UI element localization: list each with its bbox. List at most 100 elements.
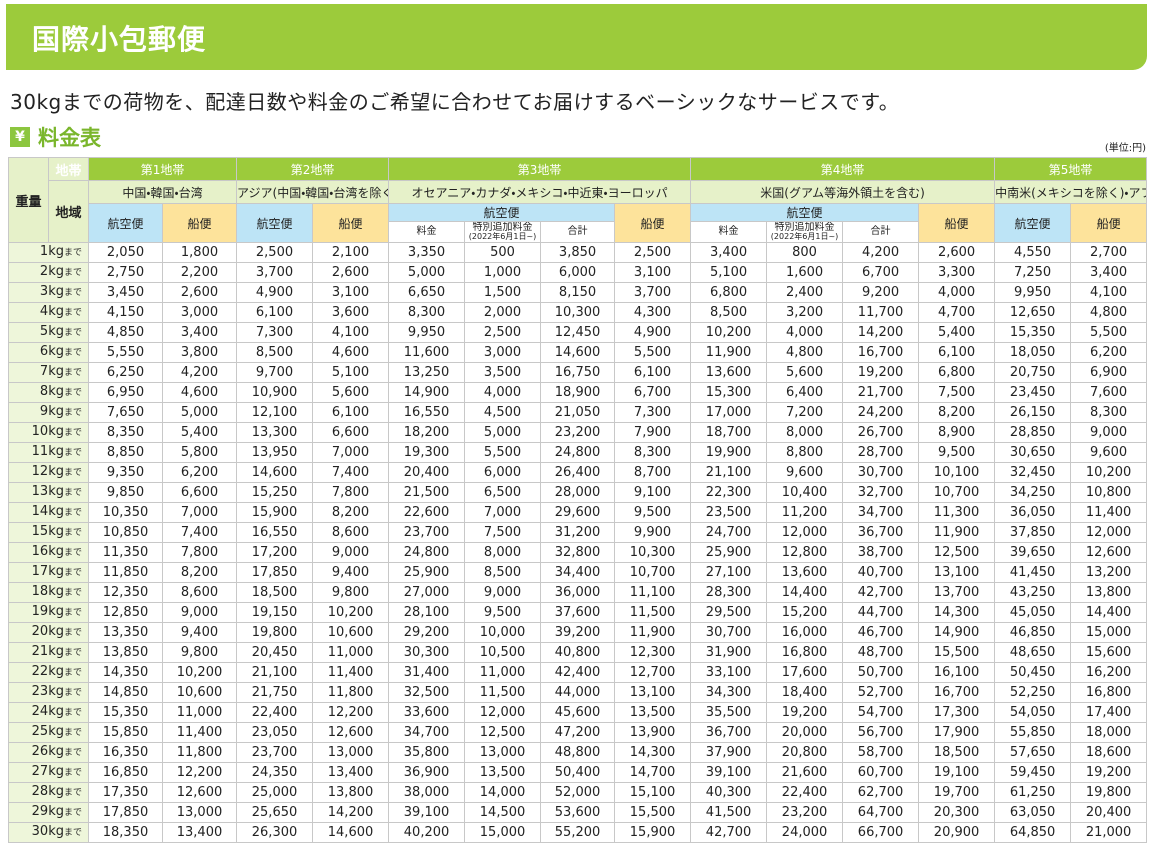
weight: 12kg [31, 464, 64, 479]
rate-cell: 15,350 [994, 322, 1072, 343]
rate-cell: 40,300 [690, 782, 768, 803]
ship-header: 船便 [614, 203, 692, 243]
rate-cell: 3,300 [918, 262, 996, 283]
rate-row: 20kgまで 13,350 9,400 19,800 10,600 29,200 10,00… [8, 622, 1148, 643]
weight-cell: 20kgまで [8, 622, 89, 643]
rate-cell: 28,100 [388, 602, 466, 623]
rate-cell: 5,000 [388, 262, 466, 283]
rate-cell: 33,100 [690, 662, 768, 683]
air-header: 航空便 [88, 203, 163, 243]
table-head: 重量 地帯 第1地帯 第2地帯 第3地帯 第4地帯 第5地帯 地域 中国・韓国・台湾 アジア(中国… [8, 157, 1148, 243]
rate-cell: 50,450 [994, 662, 1072, 683]
rate-cell: 21,050 [540, 402, 616, 423]
rate-cell: 8,000 [766, 422, 844, 443]
rate-cell: 40,200 [388, 822, 466, 843]
rate-cell: 39,100 [388, 802, 466, 823]
rate-cell: 6,100 [614, 362, 692, 383]
rate-cell: 23,500 [690, 502, 768, 523]
weight: 6kg [39, 344, 64, 359]
rate-cell: 9,850 [88, 482, 163, 503]
rate-cell: 10,200 [312, 602, 390, 623]
rate-cell: 31,200 [540, 522, 616, 543]
rate-cell: 16,200 [1070, 662, 1148, 683]
rate-cell: 10,350 [88, 502, 163, 523]
rate-cell: 8,000 [464, 542, 542, 563]
rate-cell: 14,600 [540, 342, 616, 363]
rate-cell: 7,400 [312, 462, 390, 483]
rate-cell: 14,000 [464, 782, 542, 803]
rate-cell: 8,300 [614, 442, 692, 463]
rate-cell: 19,300 [388, 442, 466, 463]
rate-cell: 24,800 [540, 442, 616, 463]
rate-cell: 19,700 [918, 782, 996, 803]
rate-cell: 12,600 [1070, 542, 1148, 563]
rate-cell: 45,050 [994, 602, 1072, 623]
air-header: 航空便 [994, 203, 1072, 243]
rate-cell: 28,700 [842, 442, 920, 463]
rate-cell: 3,450 [88, 282, 163, 303]
weight-suffix: まで [63, 668, 82, 678]
rate-cell: 11,300 [918, 502, 996, 523]
weight: 30kg [31, 824, 64, 839]
rate-cell: 4,900 [236, 282, 314, 303]
rate-cell: 14,500 [464, 802, 542, 823]
weight-suffix: まで [63, 828, 82, 838]
rate-cell: 13,700 [918, 582, 996, 603]
rate-cell: 12,000 [464, 702, 542, 723]
weight: 19kg [31, 604, 64, 619]
rate-row: 29kgまで 17,850 13,000 25,650 14,200 39,100 14,5… [8, 802, 1148, 823]
rate-cell: 60,700 [842, 762, 920, 783]
rate-cell: 14,600 [312, 822, 390, 843]
rate-cell: 62,700 [842, 782, 920, 803]
rate-cell: 16,750 [540, 362, 616, 383]
rate-cell: 13,200 [1070, 562, 1148, 583]
rate-cell: 21,000 [1070, 822, 1148, 843]
rate-cell: 59,450 [994, 762, 1072, 783]
rate-cell: 48,650 [994, 642, 1072, 663]
rate-cell: 37,900 [690, 742, 768, 763]
rate-cell: 11,400 [312, 662, 390, 683]
weight-suffix: まで [63, 808, 82, 818]
header-title: 国際小包郵便 [32, 23, 207, 56]
rate-cell: 14,400 [1070, 602, 1148, 623]
rate-cell: 10,200 [161, 662, 238, 683]
rate-cell: 39,100 [690, 762, 768, 783]
weight-suffix: まで [63, 248, 82, 258]
rate-cell: 4,000 [766, 322, 844, 343]
rate-cell: 40,700 [842, 562, 920, 583]
weight: 11kg [31, 444, 64, 459]
rate-cell: 14,900 [918, 622, 996, 643]
rate-cell: 17,000 [690, 402, 768, 423]
rate-cell: 29,600 [540, 502, 616, 523]
weight-cell: 3kgまで [8, 282, 89, 303]
rate-cell: 9,950 [388, 322, 466, 343]
rate-cell: 44,700 [842, 602, 920, 623]
weight-suffix: まで [63, 428, 82, 438]
weight-cell: 16kgまで [8, 542, 89, 563]
rate-cell: 9,100 [614, 482, 692, 503]
rate-cell: 4,000 [464, 382, 542, 403]
rate-cell: 11,400 [161, 722, 238, 743]
table-body: 1kgまで 2,050 1,800 2,500 2,100 3,350 500 3,850 2,… [8, 242, 1148, 843]
ship-header: 船便 [918, 203, 996, 243]
weight-cell: 15kgまで [8, 522, 89, 543]
rate-cell: 13,000 [312, 742, 390, 763]
rate-cell: 9,200 [842, 282, 920, 303]
rate-cell: 5,500 [1070, 322, 1148, 343]
rate-cell: 9,400 [161, 622, 238, 643]
weight: 18kg [31, 584, 64, 599]
rate-cell: 12,200 [161, 762, 238, 783]
rate-cell: 3,000 [464, 342, 542, 363]
rate-cell: 6,200 [1070, 342, 1148, 363]
weight: 7kg [39, 364, 64, 379]
rate-cell: 12,000 [766, 522, 844, 543]
rate-cell: 19,150 [236, 602, 314, 623]
rate-cell: 13,300 [236, 422, 314, 443]
rate-cell: 7,300 [236, 322, 314, 343]
rate-cell: 9,950 [994, 282, 1072, 303]
rate-cell: 8,850 [88, 442, 163, 463]
rate-cell: 5,800 [161, 442, 238, 463]
rate-cell: 52,700 [842, 682, 920, 703]
header-bar: 国際小包郵便 [6, 4, 1147, 70]
rate-cell: 15,600 [1070, 642, 1148, 663]
